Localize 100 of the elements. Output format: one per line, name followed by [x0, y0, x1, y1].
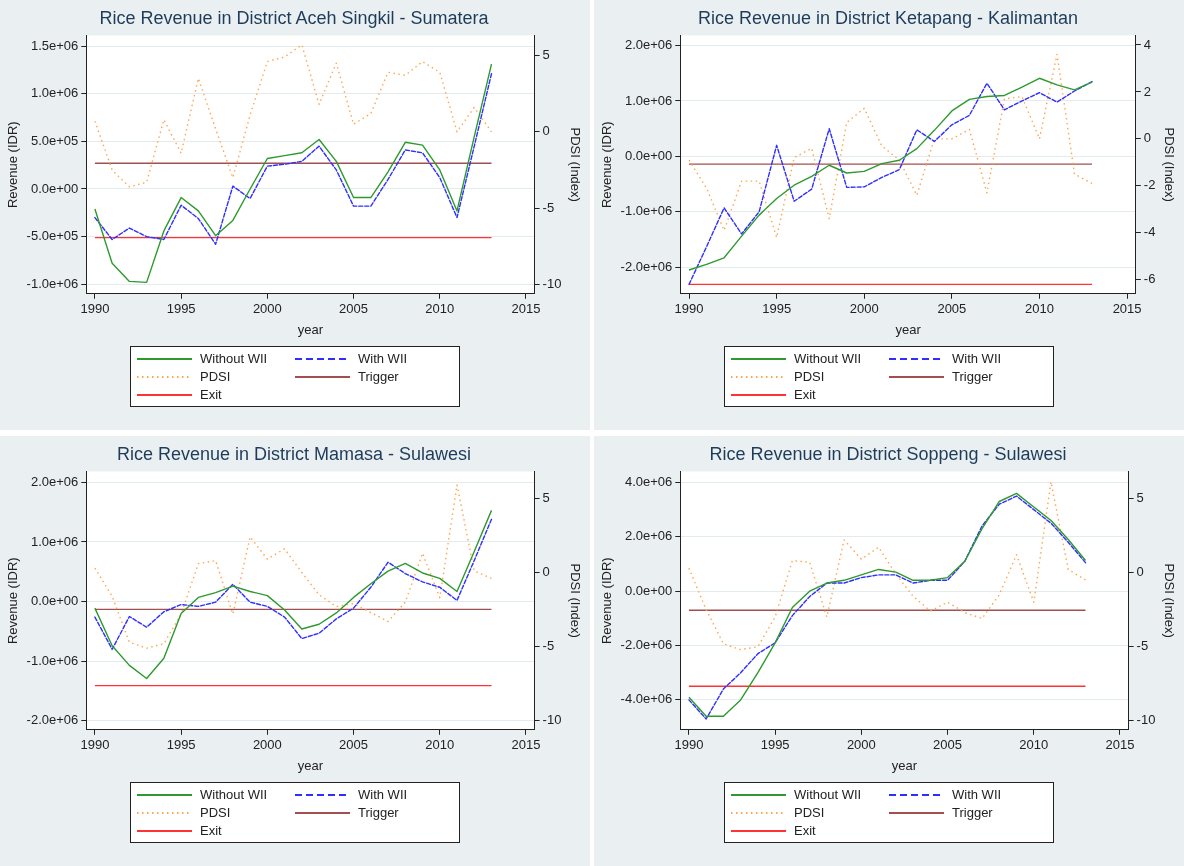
- y2-tick-label: 4: [1143, 36, 1152, 52]
- y-tick-label: 0.0e+00: [30, 180, 79, 196]
- x-tick-label: 2000: [849, 301, 879, 317]
- x-axis-title: year: [895, 321, 922, 337]
- legend-label: Trigger: [952, 369, 993, 384]
- chart-title: Rice Revenue in District Ketapang - Kalimantan: [697, 7, 1079, 28]
- y-tick-label: -4.0e+06: [620, 691, 673, 707]
- y2-tick-label: 0: [1143, 130, 1152, 146]
- y2-tick-label: 2: [1143, 83, 1152, 99]
- legend-label: Exit: [200, 823, 222, 838]
- y2-tick-label: -5: [542, 199, 555, 215]
- y-tick-label: 2.0e+06: [624, 37, 673, 53]
- y2-tick-label: -10: [542, 712, 562, 728]
- legend-label: Without WII: [200, 787, 268, 802]
- x-tick-label: 2000: [252, 737, 282, 753]
- legend-label: Exit: [794, 387, 816, 402]
- line-series: [94, 73, 493, 245]
- legend-label: PDSI: [794, 369, 825, 384]
- y-tick-label: -2.0e+06: [620, 637, 673, 653]
- legend-label: With WII: [952, 787, 1002, 802]
- legend-label: With WII: [952, 351, 1002, 366]
- legend-label: PDSI: [200, 369, 231, 384]
- legend-label: Without WII: [794, 787, 862, 802]
- x-tick-label: 1995: [762, 301, 792, 317]
- legend-label: Trigger: [358, 805, 399, 820]
- x-tick-label: 1990: [80, 301, 110, 317]
- x-tick-label: 2005: [339, 301, 369, 317]
- x-axis-title: year: [891, 757, 918, 773]
- x-tick-label: 2005: [339, 737, 369, 753]
- y-tick-label: 5.0e+05: [30, 132, 79, 148]
- y2-tick-label: 0: [1136, 564, 1144, 580]
- x-tick-label: 2005: [933, 737, 963, 753]
- y2-tick-label: -6: [1143, 271, 1156, 287]
- legend-label: Trigger: [358, 369, 399, 384]
- y-tick-label: 1.0e+06: [30, 85, 79, 101]
- x-axis-title: year: [297, 321, 324, 337]
- y-tick-label: 2.0e+06: [624, 528, 673, 544]
- y2-tick-label: -10: [1136, 712, 1156, 728]
- legend-label: Exit: [794, 823, 816, 838]
- y-tick-label: 1.5e+06: [30, 37, 79, 53]
- legend-label: Without WII: [794, 351, 862, 366]
- chart-title: Rice Revenue in District Soppeng - Sulawesi: [709, 443, 1067, 464]
- y-axis-title: Revenue (IDR): [5, 557, 21, 645]
- y-tick-label: 0.0e+00: [624, 582, 673, 598]
- line-series: [688, 53, 1093, 239]
- legend-label: Exit: [200, 387, 222, 402]
- y-tick-label: 2.0e+06: [30, 473, 79, 489]
- x-tick-label: 2015: [1105, 737, 1135, 753]
- x-tick-label: 2010: [1025, 301, 1054, 317]
- legend-label: With WII: [358, 787, 408, 802]
- x-tick-label: 1995: [166, 301, 196, 317]
- x-tick-label: 2010: [425, 301, 455, 317]
- y-tick-label: 1.0e+06: [30, 533, 79, 549]
- x-tick-label: 1990: [674, 737, 704, 753]
- x-tick-label: 2015: [511, 737, 541, 753]
- line-series: [94, 44, 493, 188]
- x-tick-label: 2015: [511, 301, 541, 317]
- y-tick-label: 0.0e+00: [30, 593, 79, 609]
- y-tick-label: -1.0e+06: [26, 275, 79, 291]
- line-series: [94, 518, 493, 650]
- x-tick-label: 1990: [80, 737, 110, 753]
- y-tick-label: -2.0e+06: [620, 258, 673, 274]
- y2-tick-label: -5: [542, 638, 555, 654]
- y-tick-label: -5.0e+05: [26, 228, 79, 244]
- y-tick-label: 4.0e+06: [624, 474, 673, 490]
- x-tick-label: 1990: [674, 301, 704, 317]
- y2-tick-label: 0: [542, 564, 550, 580]
- y2-tick-label: -2: [1143, 177, 1156, 193]
- y-tick-label: -1.0e+06: [620, 203, 673, 219]
- y-tick-label: -1.0e+06: [26, 652, 79, 668]
- y2-tick-label: -10: [542, 276, 562, 292]
- legend-label: PDSI: [794, 805, 825, 820]
- x-axis-title: year: [297, 757, 324, 773]
- y-axis-title: Revenue (IDR): [599, 557, 615, 645]
- y2-tick-label: -4: [1143, 224, 1156, 240]
- x-tick-label: 2000: [846, 737, 876, 753]
- line-series: [688, 481, 1087, 651]
- y2-tick-label: 5: [542, 489, 550, 505]
- x-tick-label: 2000: [252, 301, 282, 317]
- y2-tick-label: -5: [1136, 638, 1149, 654]
- legend-label: Trigger: [952, 805, 993, 820]
- line-series: [94, 484, 493, 649]
- legend-label: With WII: [358, 351, 408, 366]
- legend-label: Without WII: [200, 351, 268, 366]
- x-tick-label: 2005: [937, 301, 967, 317]
- y2-axis-title: PDSI (Index): [567, 127, 583, 202]
- y-axis-title: Revenue (IDR): [599, 121, 615, 209]
- y-tick-label: -2.0e+06: [26, 712, 79, 728]
- y-tick-label: 0.0e+00: [624, 147, 673, 163]
- x-tick-label: 1995: [166, 737, 196, 753]
- y2-tick-label: 0: [542, 123, 550, 139]
- x-tick-label: 1995: [760, 737, 790, 753]
- y2-tick-label: 5: [1136, 489, 1144, 505]
- y2-axis-title: PDSI (Index): [567, 563, 583, 638]
- y-axis-title: Revenue (IDR): [5, 121, 21, 209]
- legend-label: PDSI: [200, 805, 231, 820]
- chart-title: Rice Revenue in District Mamasa - Sulawesi: [116, 443, 472, 464]
- chart-title: Rice Revenue in District Aceh Singkil - Sumatera: [99, 7, 490, 28]
- y2-axis-title: PDSI (Index): [1161, 127, 1177, 202]
- x-tick-label: 2010: [425, 737, 455, 753]
